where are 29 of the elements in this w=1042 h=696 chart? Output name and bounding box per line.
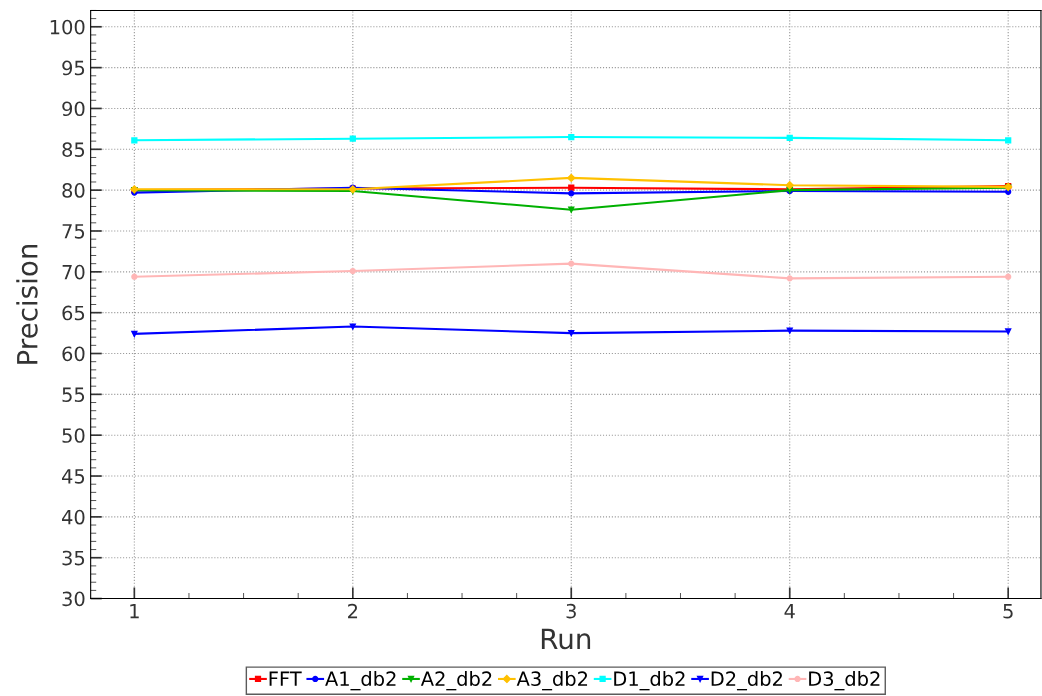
legend-label: A3_db2 <box>516 670 588 691</box>
y-tick-label: 70 <box>62 264 85 280</box>
y-tick-label: 30 <box>62 591 85 607</box>
legend-label: D3_db2 <box>809 670 880 691</box>
legend-label: A1_db2 <box>325 670 396 691</box>
x-axis-title: Run <box>541 628 591 650</box>
y-tick-label: 100 <box>50 19 85 35</box>
y-tick-label: 55 <box>62 387 85 403</box>
y-tick-label: 35 <box>62 550 85 566</box>
y-tick-label: 45 <box>62 469 85 484</box>
x-tick-label: 2 <box>348 603 358 619</box>
y-tick-label: 95 <box>62 60 85 76</box>
legend-label: D2_db2 <box>711 670 782 691</box>
x-tick-label: 4 <box>784 604 795 619</box>
y-tick-label: 80 <box>62 183 85 198</box>
y-tick-label: 85 <box>62 142 85 157</box>
legend-label: A2_db2 <box>420 670 492 691</box>
x-tick-label: 1 <box>130 604 139 619</box>
x-tick-label: 3 <box>566 603 576 619</box>
x-tick-label: 5 <box>1003 604 1013 619</box>
legend-label: D1_db2 <box>614 670 685 691</box>
y-tick-label: 60 <box>62 346 85 362</box>
y-tick-label: 50 <box>62 428 85 443</box>
y-tick-label: 65 <box>62 305 85 321</box>
y-axis-title: Precision <box>16 244 38 364</box>
y-tick-label: 40 <box>62 509 85 525</box>
y-tick-label: 90 <box>62 101 85 117</box>
legend-label: FFT <box>269 671 302 686</box>
y-tick-label: 75 <box>62 224 85 239</box>
